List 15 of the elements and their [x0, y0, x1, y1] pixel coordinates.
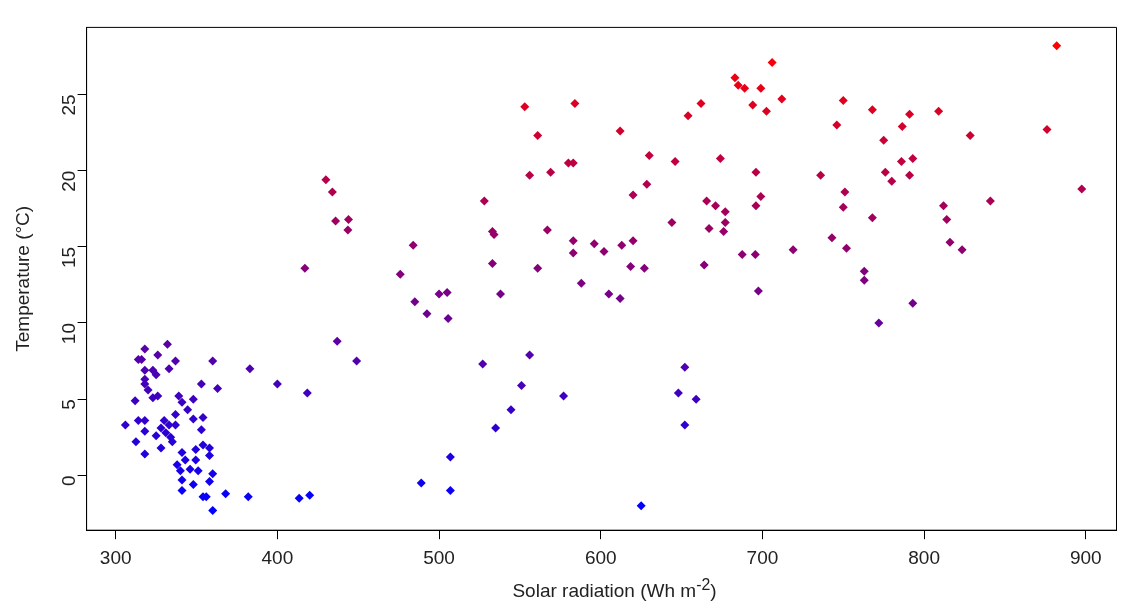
- x-tick-label: 400: [261, 546, 294, 568]
- y-tick-label: 20: [57, 170, 79, 192]
- x-tick-label: 900: [1069, 546, 1102, 568]
- x-tick-label: 700: [746, 546, 779, 568]
- x-tick-label: 300: [99, 546, 132, 568]
- y-tick-label: 5: [57, 399, 79, 410]
- y-tick-label: 10: [57, 322, 79, 345]
- y-tick-label: 25: [57, 94, 79, 116]
- x-tick-label: 500: [423, 546, 455, 568]
- x-axis-title: Solar radiation (Wh m$^{-2}$): [511, 576, 718, 603]
- y-axis-title: Temperature (°C): [11, 205, 33, 352]
- x-tick-label: 800: [908, 546, 940, 568]
- y-tick-label: 0: [57, 475, 79, 486]
- x-tick-label: 600: [584, 546, 617, 568]
- y-tick-label: 15: [57, 246, 79, 268]
